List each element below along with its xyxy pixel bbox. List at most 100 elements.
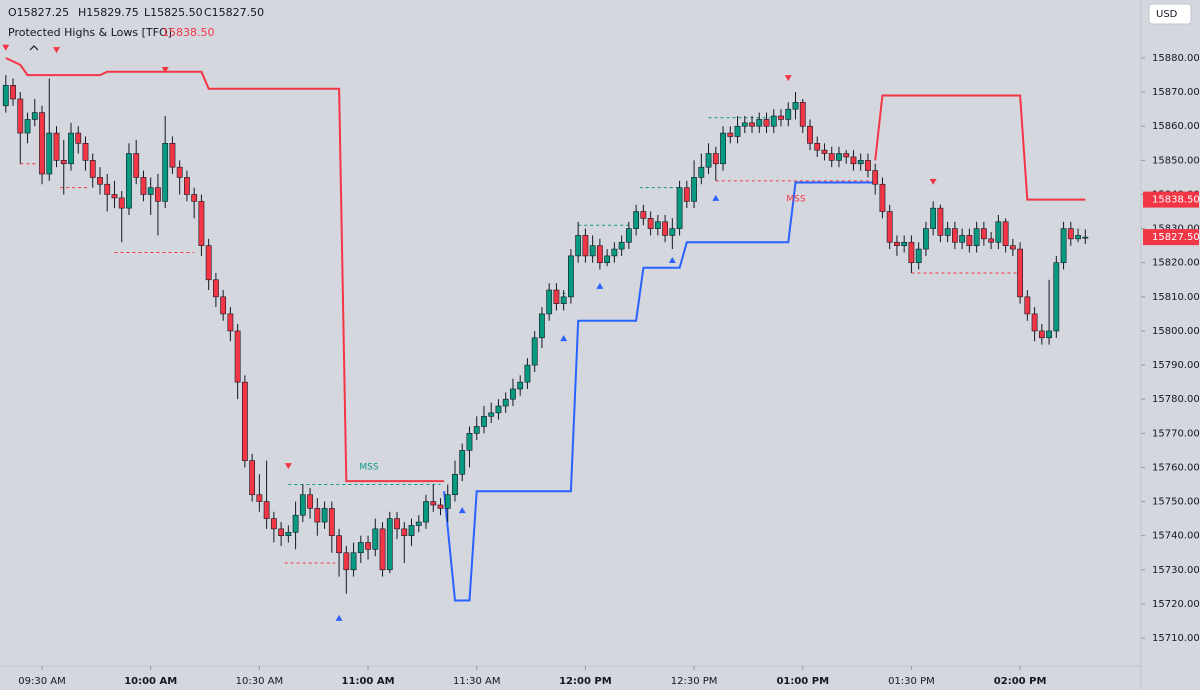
candle-body — [749, 122, 755, 127]
candle-body — [241, 381, 248, 461]
indicator-value: 15838.50 — [162, 26, 215, 39]
candle-body — [111, 194, 118, 199]
candle-body — [995, 221, 1002, 243]
candle-body — [2, 85, 9, 107]
candle-body — [249, 460, 256, 496]
candle-body — [1017, 248, 1023, 298]
candle-body — [220, 296, 227, 315]
candle-body — [39, 112, 45, 175]
candle-body — [75, 132, 82, 144]
price-tag — [1143, 229, 1199, 246]
x-tick-label: 10:30 AM — [236, 676, 283, 687]
candle-body — [618, 241, 625, 250]
candle-body — [756, 119, 763, 127]
candle-body — [314, 508, 321, 523]
signal-marker — [668, 256, 676, 263]
candle-body — [502, 398, 509, 407]
candle-body — [169, 143, 176, 168]
candle-body — [481, 415, 487, 427]
candle-body — [763, 119, 770, 127]
candle-body — [553, 289, 560, 304]
candle-body — [836, 153, 842, 161]
candle-body — [1075, 235, 1081, 240]
y-tick-label: 15750.00 — [1152, 497, 1200, 508]
candle-body — [792, 102, 799, 110]
candle-body — [357, 542, 364, 554]
protected-line — [5, 57, 1086, 483]
candle-body — [53, 132, 60, 161]
candle-body — [437, 504, 444, 509]
y-tick-label: 15820.00 — [1152, 258, 1200, 269]
candle-body — [278, 528, 285, 536]
candle-body — [1002, 221, 1009, 246]
candle-body — [155, 187, 161, 202]
collapse-icon[interactable] — [29, 45, 39, 51]
candle-body — [850, 156, 857, 165]
currency-box[interactable] — [1148, 3, 1192, 25]
candle-body — [191, 194, 198, 202]
candle-body — [365, 542, 371, 550]
candle-body — [980, 228, 987, 240]
y-tick-label: 15860.00 — [1152, 121, 1200, 132]
candle-body — [328, 508, 335, 536]
candle-body — [828, 153, 835, 161]
candle-body — [915, 248, 922, 264]
candle-body — [625, 228, 632, 243]
candle-body — [1067, 228, 1074, 240]
candle-body — [24, 119, 31, 134]
y-tick-label: 15810.00 — [1152, 292, 1200, 303]
candle-body — [60, 160, 67, 165]
candle-body — [633, 211, 640, 229]
candle-body — [973, 228, 980, 246]
candle-body — [1046, 330, 1052, 339]
mss-label: MSS — [786, 195, 805, 205]
candle-body — [539, 313, 545, 339]
candle-body — [966, 235, 973, 246]
candle-body — [908, 241, 915, 264]
signal-marker — [2, 44, 10, 51]
candle-body — [720, 132, 726, 165]
candle-body — [415, 521, 422, 526]
ohlc-open: O15827.25 — [8, 6, 69, 19]
candle-body — [336, 535, 342, 554]
candle-body — [31, 112, 38, 120]
plot-area — [2, 44, 1089, 621]
candle-body — [488, 412, 495, 417]
candle-body — [930, 207, 937, 229]
candle-body — [256, 494, 263, 502]
candle-body — [430, 501, 437, 506]
candle-body — [205, 245, 212, 281]
candle-body — [104, 183, 111, 195]
signal-marker — [596, 282, 604, 289]
candle-body — [546, 289, 553, 315]
signal-marker — [53, 47, 61, 54]
candle-body — [691, 177, 697, 202]
candle-body — [705, 153, 712, 168]
ohlc-close: C15827.50 — [204, 6, 264, 19]
candle-body — [937, 207, 944, 236]
candle-body — [531, 337, 538, 366]
candle-body — [727, 132, 734, 137]
candle-body — [785, 108, 792, 120]
candle-body — [176, 166, 183, 178]
candle-body — [162, 143, 169, 202]
x-tick-label: 01:00 PM — [776, 676, 829, 687]
candle-body — [1024, 296, 1031, 315]
y-tick-label: 15780.00 — [1152, 394, 1200, 405]
x-tick-label: 12:00 PM — [559, 676, 612, 687]
price-tag — [1143, 191, 1199, 208]
candle-body — [683, 187, 690, 202]
x-tick-label: 02:00 PM — [994, 676, 1047, 687]
x-tick-label: 09:30 AM — [18, 676, 65, 687]
candle-body — [821, 149, 828, 154]
candle-body — [611, 248, 618, 257]
candle-body — [234, 330, 241, 383]
candle-body — [865, 160, 871, 171]
candle-body — [68, 132, 74, 165]
y-tick-label: 15760.00 — [1152, 462, 1200, 473]
candle-body — [712, 153, 719, 165]
candle-body — [604, 255, 611, 264]
candle-body — [1038, 330, 1045, 339]
